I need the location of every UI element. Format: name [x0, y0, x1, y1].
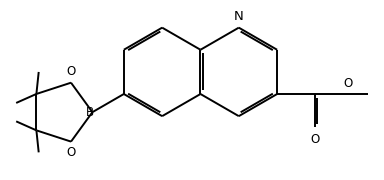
Text: O: O [66, 146, 76, 159]
Text: N: N [234, 10, 244, 23]
Text: O: O [343, 76, 353, 90]
Text: B: B [86, 106, 94, 119]
Text: O: O [310, 132, 319, 145]
Text: O: O [66, 65, 76, 78]
